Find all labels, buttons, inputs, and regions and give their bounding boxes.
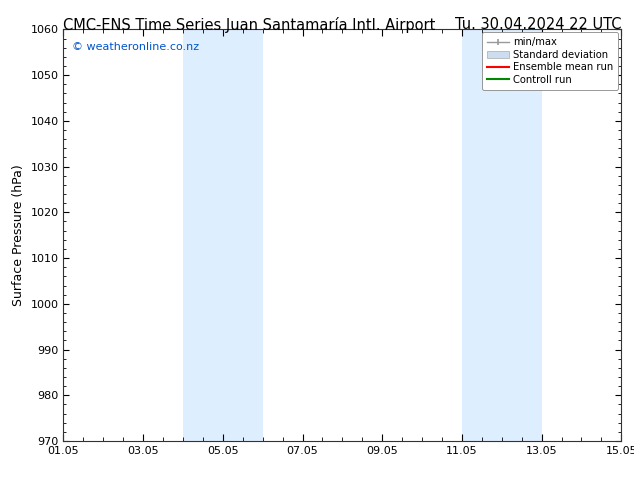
Bar <box>462 29 541 441</box>
Y-axis label: Surface Pressure (hPa): Surface Pressure (hPa) <box>12 164 25 306</box>
Text: Tu. 30.04.2024 22 UTC: Tu. 30.04.2024 22 UTC <box>455 17 621 32</box>
Legend: min/max, Standard deviation, Ensemble mean run, Controll run: min/max, Standard deviation, Ensemble me… <box>482 32 618 90</box>
Text: CMC-ENS Time Series Juan Santamaría Intl. Airport: CMC-ENS Time Series Juan Santamaría Intl… <box>63 17 436 33</box>
Bar <box>183 29 262 441</box>
Text: © weatheronline.co.nz: © weatheronline.co.nz <box>72 42 199 52</box>
